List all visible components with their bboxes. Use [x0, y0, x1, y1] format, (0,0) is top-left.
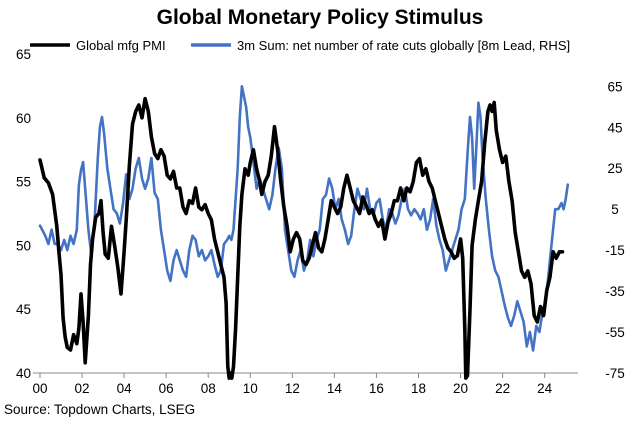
- chart-title: Global Monetary Policy Stimulus: [157, 6, 484, 29]
- source-note: Source: Topdown Charts, LSEG: [4, 402, 195, 417]
- x-tick-label: 00: [32, 381, 47, 396]
- right-tick-label: -35: [605, 284, 625, 299]
- right-tick-label: 65: [607, 79, 622, 94]
- x-tick-label: 18: [411, 381, 426, 396]
- legend-label-pmi: Global mfg PMI: [76, 38, 166, 53]
- right-tick-label: -15: [605, 243, 625, 258]
- x-tick-label: 04: [117, 381, 133, 396]
- left-tick-label: 50: [16, 238, 31, 253]
- x-tick-label: 06: [159, 381, 174, 396]
- x-tick-label: 16: [369, 381, 384, 396]
- x-tick-label: 20: [453, 381, 468, 396]
- right-tick-label: -75: [605, 366, 625, 381]
- x-axis: 00 02 04 06 08 10 12 14 16 18 20 22 24: [32, 373, 553, 396]
- x-tick-label: 02: [75, 381, 90, 396]
- x-tick-label: 08: [201, 381, 216, 396]
- left-tick-label: 60: [16, 111, 31, 126]
- plot-area: [38, 85, 570, 380]
- series-line-pmi: [38, 96, 565, 380]
- right-tick-label: -55: [605, 325, 625, 340]
- left-tick-label: 65: [16, 47, 31, 62]
- x-tick-label: 22: [495, 381, 510, 396]
- x-tick-label: 24: [537, 381, 553, 396]
- legend-label-rate-cuts: 3m Sum: net number of rate cuts globally…: [237, 38, 570, 53]
- legend: Global mfg PMI 3m Sum: net number of rat…: [30, 38, 570, 53]
- left-tick-label: 55: [16, 175, 31, 190]
- x-tick-label: 10: [243, 381, 258, 396]
- right-tick-label: 5: [611, 202, 619, 217]
- left-axis: 40 45 50 55 60 65: [16, 47, 31, 381]
- series-line-rate-cuts: [38, 85, 570, 352]
- left-tick-label: 40: [16, 366, 31, 381]
- right-axis: -75 -55 -35 -15 5 25 45 65: [605, 79, 625, 381]
- left-tick-label: 45: [16, 302, 31, 317]
- right-tick-label: 25: [607, 161, 622, 176]
- right-tick-label: 45: [607, 120, 622, 135]
- x-tick-label: 12: [285, 381, 300, 396]
- x-tick-label: 14: [327, 381, 343, 396]
